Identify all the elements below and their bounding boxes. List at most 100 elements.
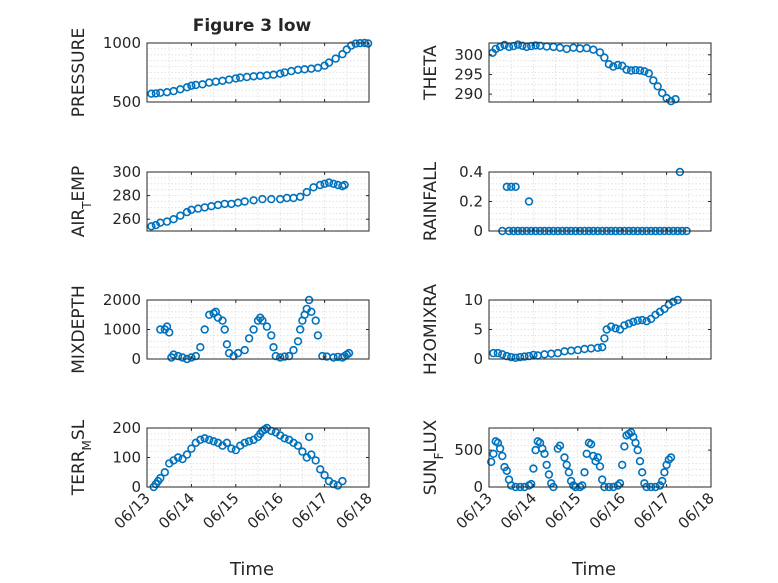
- data-point: [222, 340, 232, 349]
- data-point: [196, 343, 205, 352]
- data-point: [267, 194, 276, 204]
- data-point: [644, 69, 653, 78]
- axes-frame: [488, 427, 712, 488]
- data-point: [156, 473, 165, 483]
- data-point: [622, 65, 631, 74]
- data-point: [637, 468, 647, 477]
- ylabel-sun-flux: SUNFLUX: [421, 419, 446, 495]
- data-point: [240, 345, 249, 355]
- y-tick-label: 0: [131, 350, 141, 368]
- panel-air-temp: 260 280 300 AIRTEMP: [69, 163, 370, 237]
- y-tick-label: 500: [112, 93, 141, 111]
- data-point: [333, 481, 343, 490]
- y-tick-label: 5: [473, 321, 483, 339]
- figure-title: Figure 3 low: [193, 16, 312, 36]
- data-point: [507, 353, 516, 362]
- data-point: [324, 178, 334, 187]
- data-point: [600, 53, 609, 62]
- data-point: [555, 441, 565, 450]
- data-point: [151, 220, 161, 230]
- data-point: [609, 62, 618, 71]
- data-point: [600, 334, 609, 343]
- data-point: [580, 468, 589, 477]
- data-point: [302, 187, 311, 197]
- data-point: [626, 66, 636, 75]
- data-point: [267, 331, 276, 340]
- data-point: [311, 456, 320, 465]
- data-point: [515, 353, 525, 362]
- ylabel-terr-msl: TERRMSL: [69, 419, 94, 496]
- data-point: [518, 41, 527, 50]
- data-point: [347, 41, 356, 50]
- data-point: [231, 74, 241, 83]
- ylabel-theta: THETA: [421, 45, 441, 101]
- data-point: [344, 348, 354, 358]
- data-point: [316, 180, 325, 190]
- axes-frame: [146, 42, 370, 103]
- data-point: [340, 180, 349, 190]
- y-tick-label: 0: [473, 350, 483, 368]
- ylabel-air-temp: AIRTEMP: [69, 166, 94, 237]
- axes-frame: [488, 42, 712, 103]
- data-point: [173, 453, 183, 462]
- data-point: [280, 352, 289, 361]
- data-point: [293, 337, 303, 346]
- y-tick-label: 0.4: [459, 163, 483, 181]
- data-point: [165, 328, 174, 337]
- data-point: [487, 457, 496, 467]
- data-point: [160, 468, 170, 477]
- data-point: [313, 331, 323, 340]
- data-point: [329, 179, 338, 189]
- data-point: [507, 481, 516, 490]
- y-tick-label: 200: [112, 419, 141, 437]
- data-point: [564, 468, 574, 477]
- data-point: [338, 49, 347, 59]
- data-point: [293, 441, 303, 450]
- data-point: [276, 353, 285, 362]
- data-point: [187, 81, 196, 90]
- data-point: [258, 316, 267, 325]
- data-point: [624, 319, 634, 328]
- data-point: [307, 450, 316, 459]
- y-tick-label: 295: [454, 65, 483, 83]
- data-point: [280, 434, 289, 443]
- data-point: [666, 96, 676, 106]
- data-point: [669, 297, 678, 306]
- data-point: [671, 94, 680, 104]
- data-point: [169, 350, 178, 359]
- data-point: [182, 83, 192, 92]
- data-point: [269, 343, 278, 352]
- data-point: [633, 316, 642, 325]
- y-tick-label: 2000: [103, 291, 141, 309]
- data-point: [324, 58, 334, 67]
- data-point: [262, 322, 272, 331]
- data-point: [258, 194, 267, 204]
- data-point: [298, 447, 307, 456]
- data-point: [244, 437, 254, 446]
- data-point: [196, 435, 205, 444]
- data-point: [244, 334, 254, 343]
- data-point: [613, 60, 622, 70]
- data-point: [147, 89, 156, 98]
- data-point: [593, 343, 602, 352]
- data-point: [666, 453, 676, 462]
- data-point: [240, 438, 249, 447]
- data-point: [544, 470, 554, 479]
- data-point: [620, 442, 629, 451]
- y-tick-label: 0: [473, 478, 483, 496]
- data-point: [231, 445, 241, 455]
- data-point: [586, 440, 596, 449]
- data-point: [151, 89, 161, 98]
- data-point: [520, 352, 529, 361]
- data-point: [653, 82, 662, 91]
- data-point: [351, 39, 360, 48]
- y-tick-label: 1000: [103, 321, 141, 339]
- data-point: [311, 316, 320, 325]
- axes-frame: [146, 171, 370, 232]
- data-point: [205, 310, 214, 319]
- data-point: [489, 449, 498, 458]
- data-point: [613, 481, 622, 490]
- y-tick-label: 10: [464, 291, 483, 309]
